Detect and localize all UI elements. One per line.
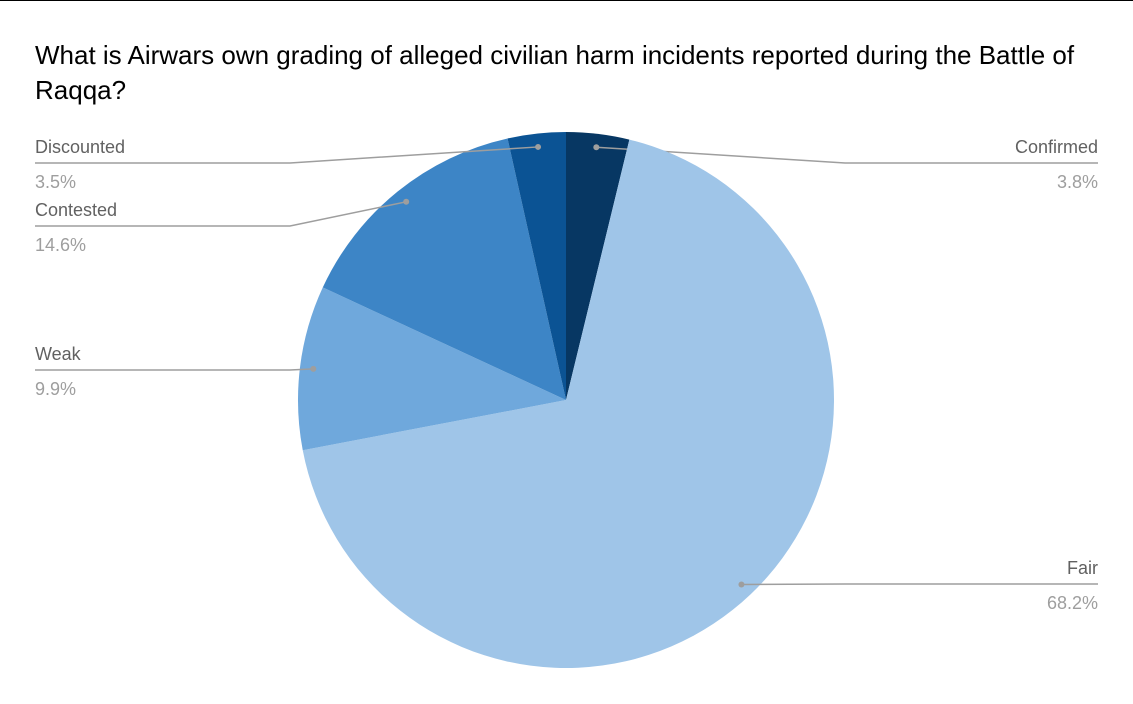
legend-label: Confirmed — [1015, 137, 1098, 157]
pie-slice — [298, 287, 566, 451]
pie-slice — [302, 139, 835, 669]
leader-line — [596, 146, 1098, 164]
leader-dot — [593, 144, 600, 151]
chart-title: What is Airwars own grading of alleged c… — [35, 40, 1075, 105]
leader-dot — [535, 143, 542, 150]
value-label: 9.9% — [35, 379, 76, 399]
leader-dot — [738, 581, 745, 588]
legend-label: Weak — [35, 344, 82, 364]
leader-dot — [310, 365, 317, 372]
leader-dot — [403, 198, 410, 205]
leader-line — [35, 146, 539, 164]
value-label: 3.8% — [1057, 172, 1098, 192]
legend-label: Discounted — [35, 137, 125, 157]
pie-slice — [566, 132, 630, 400]
value-label: 14.6% — [35, 235, 86, 255]
pie-slice — [507, 132, 566, 400]
value-label: 68.2% — [1047, 593, 1098, 613]
legend-label: Fair — [1067, 558, 1098, 578]
leader-line — [35, 201, 407, 227]
pie-slice — [322, 138, 566, 400]
value-label: 3.5% — [35, 172, 76, 192]
leader-line — [35, 368, 314, 371]
legend-label: Contested — [35, 200, 117, 220]
